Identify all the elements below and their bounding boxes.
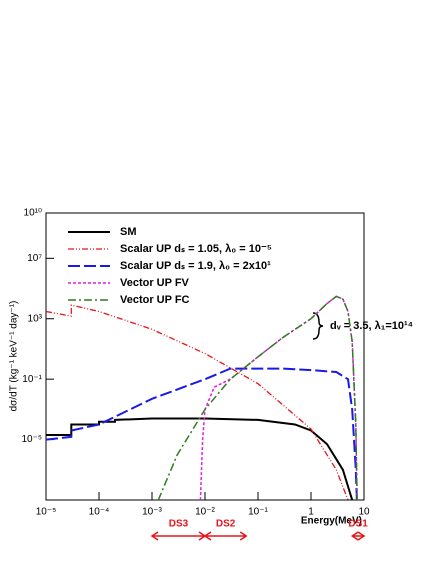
region-arrow <box>150 531 207 541</box>
y-tick-label: 10³ <box>28 313 43 324</box>
x-tick-label: 10⁻⁵ <box>36 507 57 518</box>
region-label: DS2 <box>216 519 236 530</box>
y-tick-label: 10⁷ <box>27 253 42 264</box>
x-tick-label: 10⁻³ <box>142 507 162 518</box>
region-label: DS3 <box>169 519 189 530</box>
legend-label: Vector UP FV <box>120 277 190 289</box>
legend-label: Vector UP FC <box>120 294 190 306</box>
plot-frame <box>45 212 365 501</box>
legend-label: SM <box>120 226 137 238</box>
x-axis-label: Energy(MeV) <box>301 516 362 527</box>
series-line <box>46 304 349 500</box>
series-line <box>46 367 358 500</box>
y-tick-label: 10⁻⁵ <box>21 434 42 445</box>
brace-label: dᵥ = 3.5, λ₁=10¹⁴ <box>330 320 413 332</box>
x-tick-label: 10⁻⁴ <box>89 507 110 518</box>
legend-label: Scalar UP dₛ = 1.9, λ₀ = 2x10¹ <box>120 260 271 272</box>
legend-label: Scalar UP dₛ = 1.05, λ₀ = 10⁻⁵ <box>120 243 272 255</box>
x-tick-label: 10⁻² <box>195 507 215 518</box>
region-arrow <box>203 531 248 541</box>
region-arrow <box>350 531 366 541</box>
series-line <box>157 295 358 500</box>
brace <box>312 312 324 340</box>
x-tick-label: 10⁻¹ <box>248 507 268 518</box>
y-tick-label: 10¹⁰ <box>24 208 42 219</box>
x-tick-label: 1 <box>308 507 314 518</box>
region-label: DS1 <box>348 519 368 530</box>
series-line <box>46 417 354 500</box>
y-axis-label: dσ/dT (kg⁻¹ keV⁻¹ day⁻¹) <box>9 301 20 412</box>
y-tick-label: 10⁻¹ <box>22 374 42 385</box>
x-tick-label: 10 <box>358 507 370 518</box>
